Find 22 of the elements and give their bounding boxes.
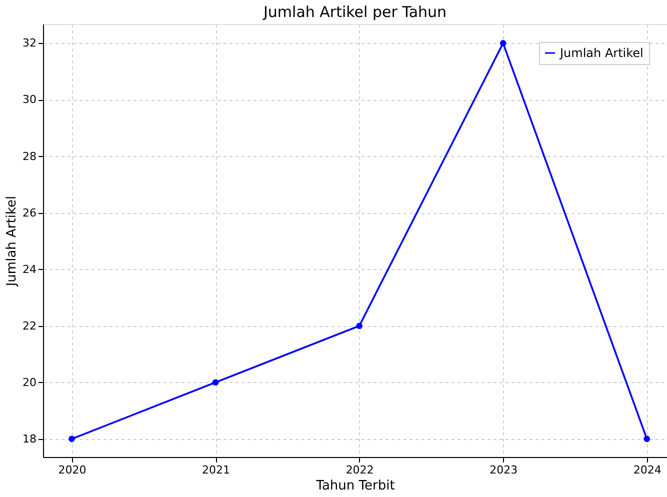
x-tick-label: 2021 bbox=[202, 464, 230, 476]
point bbox=[500, 40, 506, 46]
point bbox=[68, 436, 75, 442]
y-tick-label: 22 bbox=[22, 319, 36, 332]
x-tick-label: 2022 bbox=[346, 464, 374, 476]
y-tick-label: 30 bbox=[22, 93, 36, 106]
y-tick-label: 32 bbox=[22, 36, 36, 50]
y-tick-label: 28 bbox=[22, 150, 36, 163]
point bbox=[212, 379, 219, 386]
y-tick-label: 24 bbox=[22, 262, 36, 276]
y-tick-label: 18 bbox=[22, 432, 36, 446]
point bbox=[644, 436, 650, 442]
point bbox=[356, 322, 362, 330]
legend-label: Jumlah Artikel bbox=[559, 46, 644, 60]
x-tick-label: 2023 bbox=[490, 464, 518, 476]
chart-title: Jumlah Artikel per Tahun bbox=[262, 3, 447, 21]
y-tick-label: 26 bbox=[22, 206, 36, 220]
x-axis-title: Tahun Terbit bbox=[315, 478, 395, 494]
x-tick-label: 2020 bbox=[58, 464, 86, 476]
y-axis-title: Jumlah Artikel bbox=[4, 196, 20, 288]
x-tick-label: 2024 bbox=[633, 464, 662, 476]
y-tick-label: 20 bbox=[22, 376, 36, 389]
